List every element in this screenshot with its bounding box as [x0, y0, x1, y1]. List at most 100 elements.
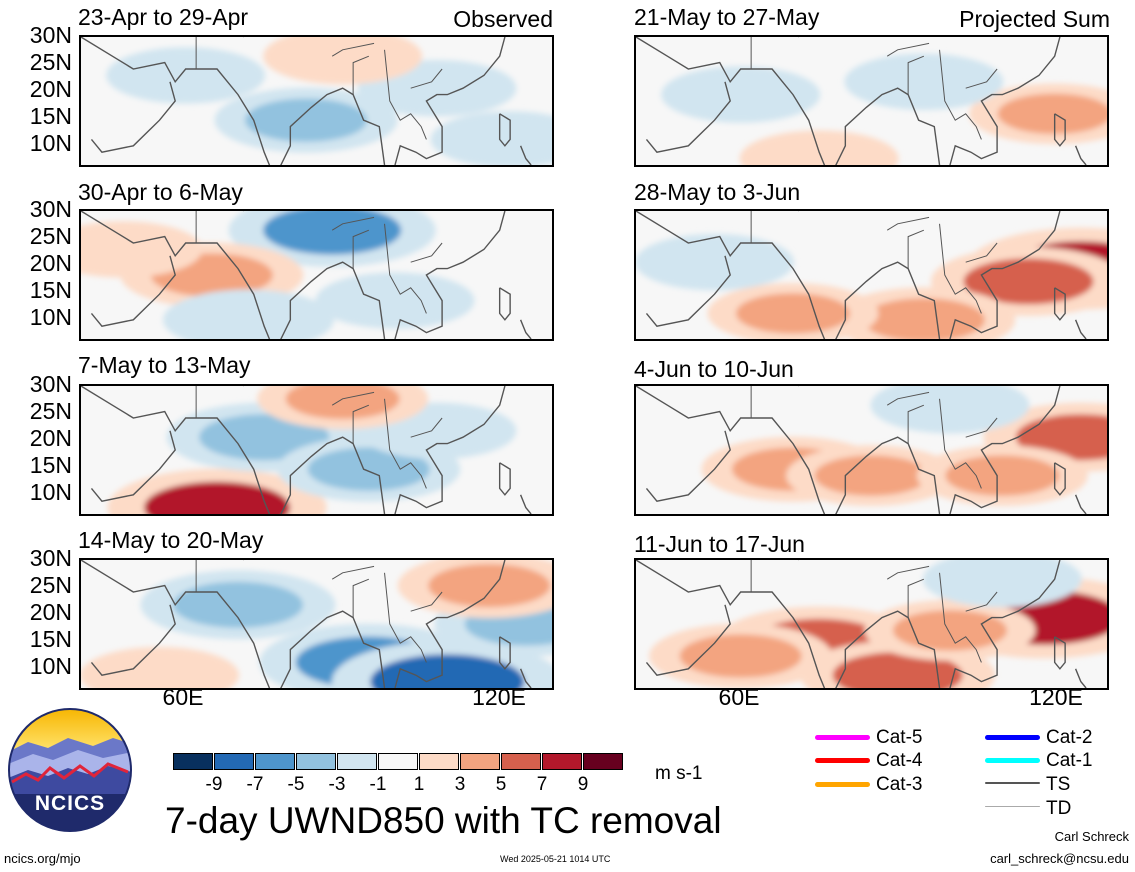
anomaly-blob-1: [199, 414, 330, 461]
coastline: [1074, 494, 1087, 514]
panel-title-5: 21-May to 27-May: [634, 4, 820, 30]
coastline: [90, 255, 176, 327]
map-panel-projected-4: [634, 558, 1109, 690]
units-label: m s-1: [655, 763, 703, 784]
anomaly-blob-2: [173, 581, 303, 628]
anomaly-blob-0: [245, 98, 368, 142]
lat-tick-label: 30N: [29, 545, 72, 571]
border-line: [384, 49, 427, 140]
coastline: [1053, 636, 1066, 670]
coastline: [394, 386, 506, 514]
panel-title-4: 14-May to 20-May: [78, 527, 264, 553]
legend-label-cat-4: Cat-4: [876, 750, 923, 771]
colorbar-swatch: [419, 753, 459, 770]
anomaly-blob-2: [383, 69, 490, 107]
lat-tick-label: 10N: [29, 304, 72, 330]
border-line: [352, 229, 370, 269]
lat-tick-label: 10N: [29, 479, 72, 505]
anomaly-blob-3: [870, 63, 977, 101]
coastline: [394, 37, 506, 165]
map-svg: [636, 386, 1107, 514]
anomaly-blob-3: [383, 412, 490, 450]
colorbar-label: 7: [536, 774, 548, 795]
coastline: [280, 610, 386, 688]
legend-label-td: TD: [1046, 798, 1072, 819]
coastline: [949, 37, 1061, 165]
lon-tick-60e-left: 60E: [162, 684, 204, 710]
lat-tick-label: 30N: [29, 371, 72, 397]
colorbar-label: -3: [328, 774, 346, 795]
coastline: [835, 87, 941, 165]
coastline: [280, 261, 386, 339]
coastline: [1074, 319, 1087, 339]
colorbar-label: 1: [413, 774, 425, 795]
author-email[interactable]: carl_schreck@ncsu.edu: [990, 851, 1129, 866]
legend-label-cat-5: Cat-5: [876, 727, 923, 748]
panel-title-8: 11-Jun to 17-Jun: [634, 531, 805, 557]
map-panel-projected-3: [634, 384, 1109, 516]
legend-label-ts: TS: [1046, 774, 1071, 795]
coastline: [519, 668, 532, 688]
coastline: [949, 211, 1061, 339]
colorbar-swatch: [337, 753, 377, 770]
lat-tick-label: 25N: [29, 49, 72, 75]
coastline: [1074, 145, 1087, 165]
colorbar-label: -5: [287, 774, 305, 795]
coastline: [498, 636, 511, 670]
lat-tick-label: 10N: [29, 653, 72, 679]
lat-tick-label: 25N: [29, 398, 72, 424]
anomaly-blob-3: [289, 37, 396, 75]
colorbar-label: 9: [577, 774, 589, 795]
anomaly-blob-2: [81, 230, 176, 269]
map-svg: [636, 211, 1107, 339]
colorbar-swatch: [460, 753, 500, 770]
coastline: [835, 261, 941, 339]
map-panel-observed-4: [79, 558, 554, 690]
map-panel-observed-3: [79, 384, 554, 516]
lat-tick-label: 15N: [29, 103, 72, 129]
border-line: [384, 398, 427, 489]
panel-title-6: 28-May to 3-Jun: [634, 179, 801, 205]
border-line: [907, 404, 925, 444]
border-line: [965, 417, 998, 438]
map-svg: [636, 37, 1107, 165]
legend-line-cat-5: [815, 735, 870, 740]
coastline: [498, 462, 511, 496]
map-panel-projected-1: [634, 35, 1109, 167]
panel-title-2: 30-Apr to 6-May: [78, 179, 243, 205]
border-line: [939, 223, 982, 314]
lon-tick-120e-right: 120E: [1029, 684, 1083, 710]
anomaly-blob-4: [457, 120, 552, 159]
website-link[interactable]: ncics.org/mjo: [4, 851, 81, 866]
coastline: [1074, 668, 1087, 688]
coastline: [645, 430, 731, 502]
border-line: [886, 216, 930, 231]
border-line: [352, 55, 370, 95]
colorbar-swatch: [542, 753, 582, 770]
border-line: [939, 398, 982, 489]
border-line: [410, 591, 443, 612]
anomaly-blob-5: [949, 560, 1056, 598]
legend-label-cat-1: Cat-1: [1046, 750, 1093, 771]
observed-label: Observed: [453, 6, 553, 32]
anomaly-blob-1: [814, 455, 929, 496]
coastline: [645, 81, 731, 153]
anomaly-blob-0: [263, 211, 402, 255]
coastline: [636, 211, 826, 339]
coastline: [81, 386, 271, 514]
border-line: [965, 242, 998, 263]
coastline: [394, 560, 506, 688]
coastline: [90, 81, 176, 153]
lat-tick-label: 20N: [29, 599, 72, 625]
coastline: [519, 319, 532, 339]
anomaly-blob-3: [679, 634, 802, 678]
coastline: [636, 37, 826, 165]
border-line: [886, 565, 930, 580]
legend-line-cat-2: [985, 735, 1040, 740]
legend-label-cat-3: Cat-3: [876, 774, 923, 795]
lat-tick-label: 30N: [29, 22, 72, 48]
map-svg: [81, 211, 532, 339]
border-line: [331, 391, 375, 406]
map-svg: [636, 560, 1107, 688]
border-line: [939, 49, 982, 140]
